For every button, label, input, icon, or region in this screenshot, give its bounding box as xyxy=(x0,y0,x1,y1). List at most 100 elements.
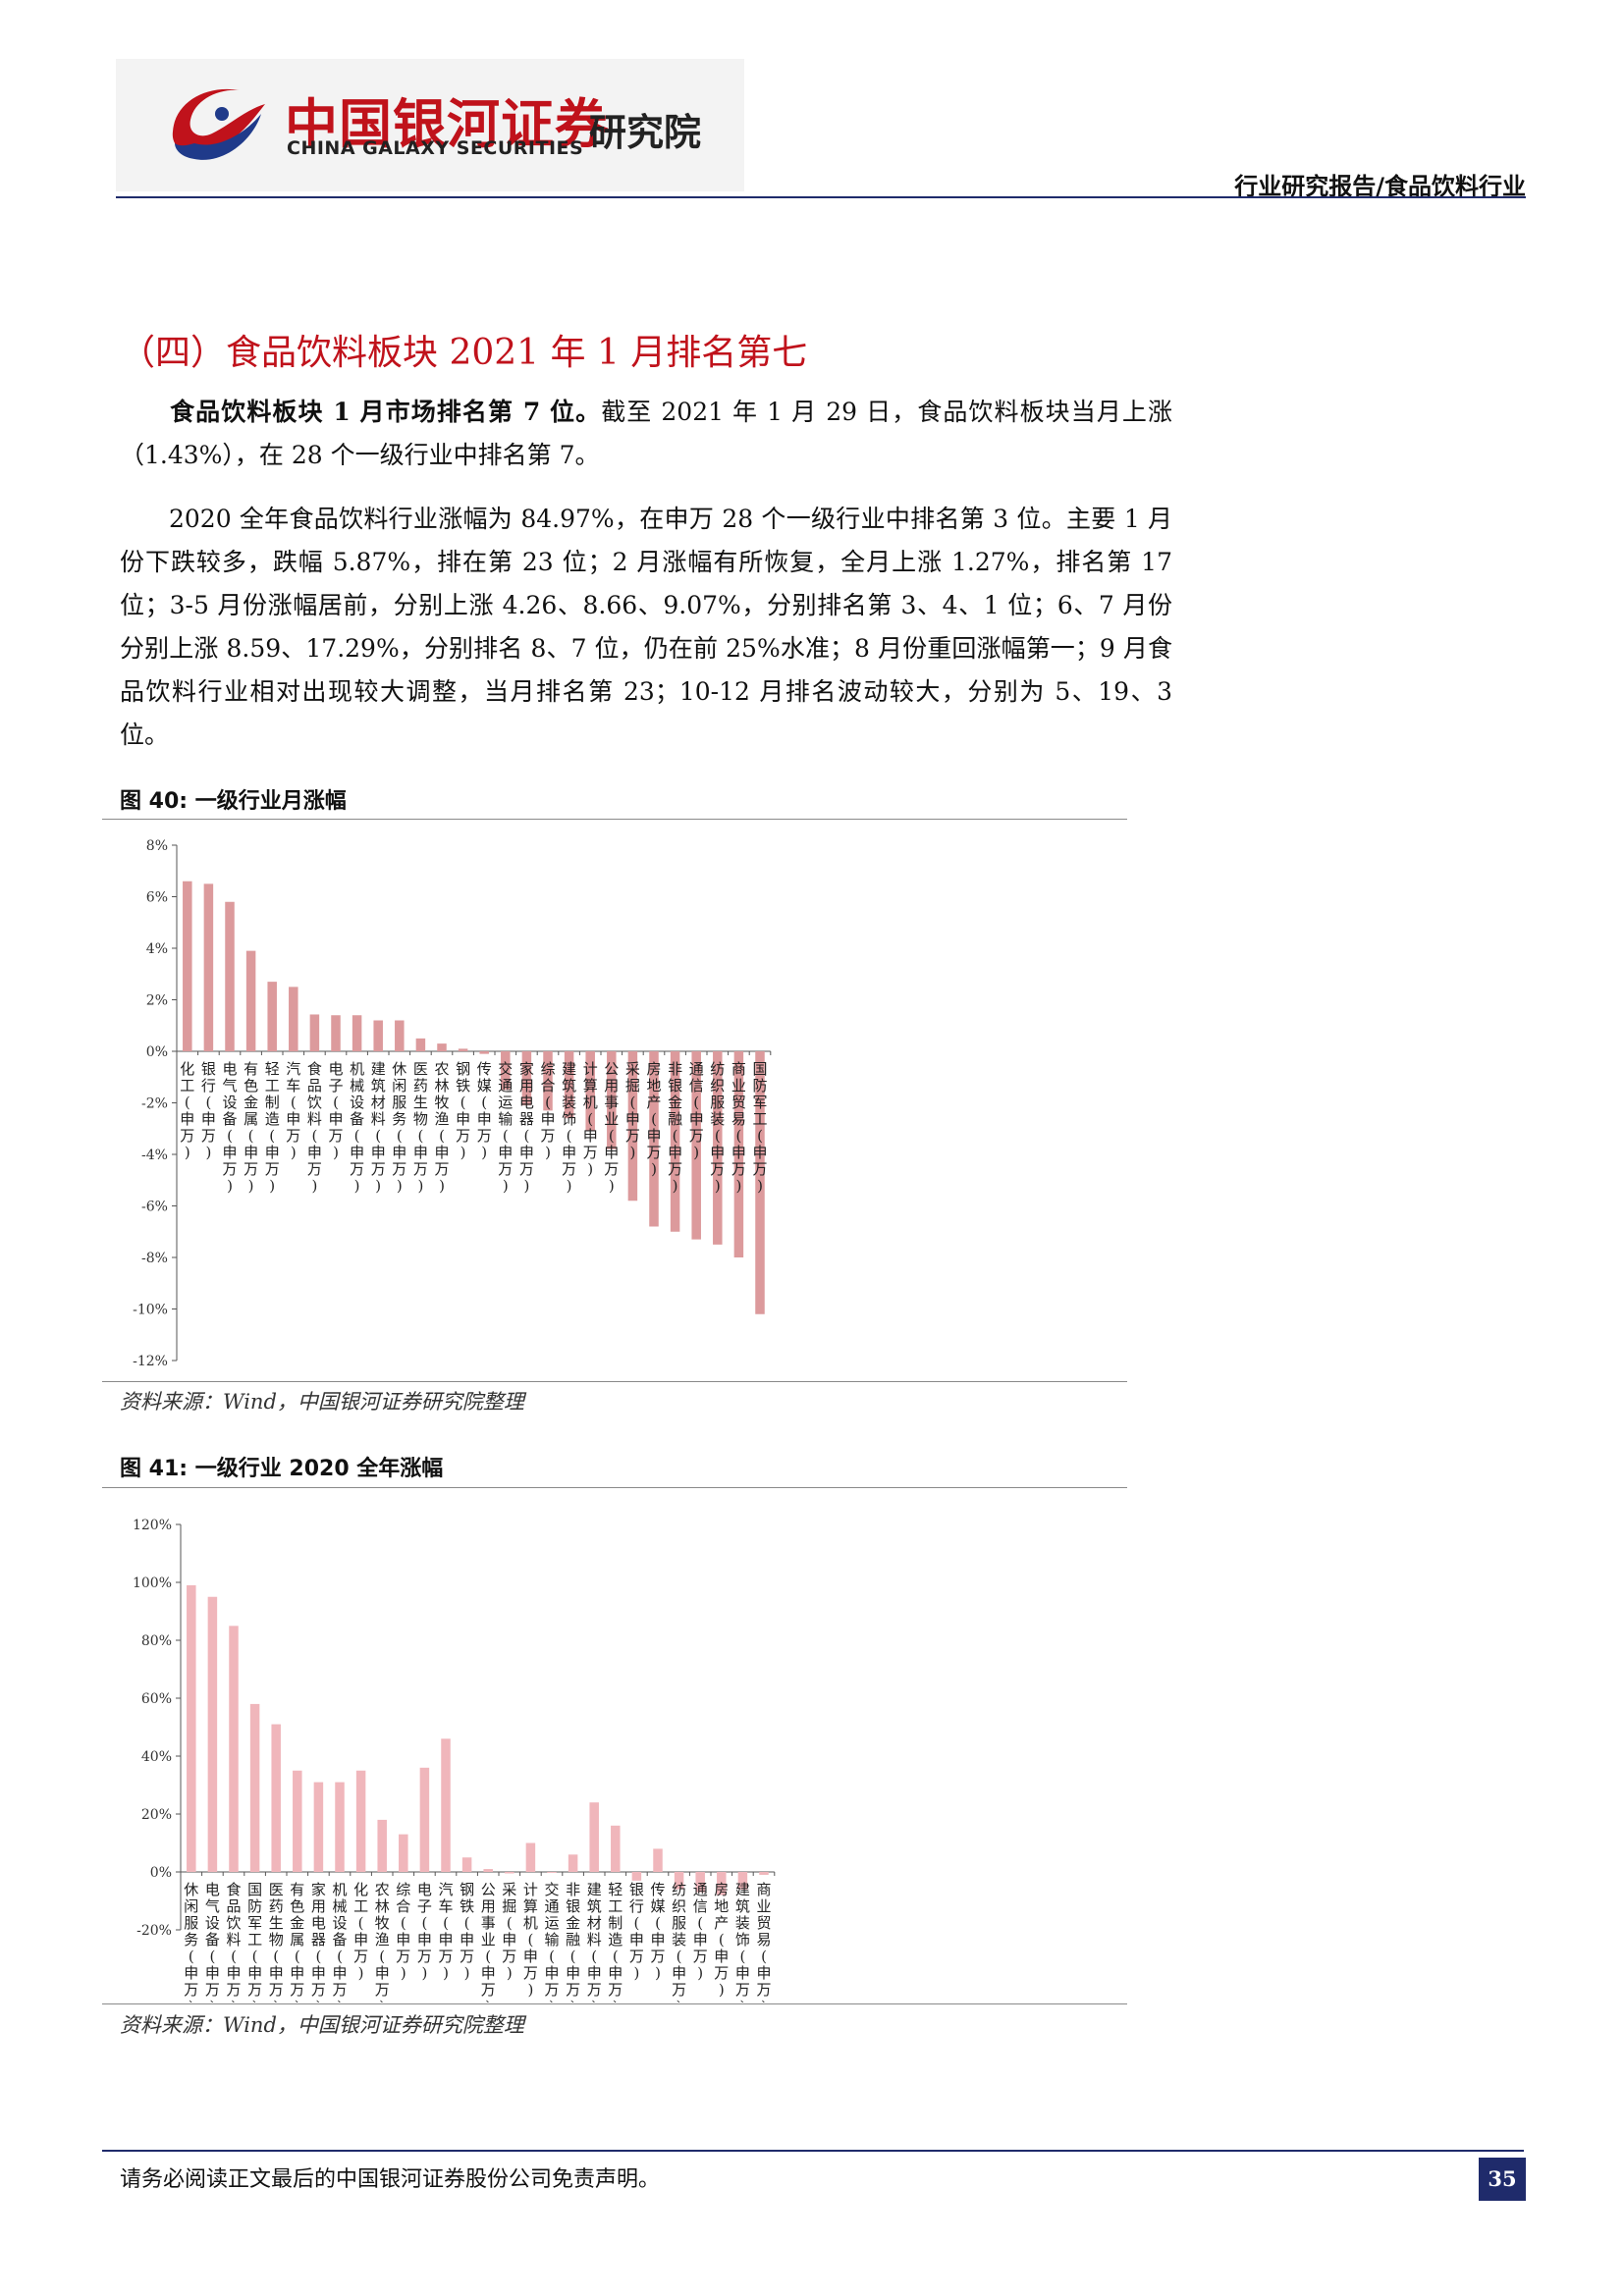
x-tick-label: 房地产(申万) xyxy=(714,1881,729,1999)
x-tick-label: 传媒(申万) xyxy=(477,1060,492,1161)
bar xyxy=(331,1015,341,1051)
logo-background xyxy=(116,59,744,191)
header-divider xyxy=(116,196,1526,198)
y-tick-label: -12% xyxy=(133,1354,168,1369)
x-tick-label: 非银金融(申万) xyxy=(668,1060,682,1195)
bar xyxy=(313,1782,324,1872)
x-tick-label: 综合(申万) xyxy=(540,1060,555,1161)
bar xyxy=(399,1834,408,1872)
y-tick-label: 6% xyxy=(146,890,168,906)
bar xyxy=(585,1051,595,1132)
figure-bottom-rule xyxy=(102,1381,1127,1382)
x-tick-label: 钢铁(申万) xyxy=(456,1060,470,1161)
page-number: 35 xyxy=(1479,2158,1526,2201)
y-tick-label: 20% xyxy=(141,1807,172,1823)
bar xyxy=(564,1051,574,1119)
figure-bottom-rule xyxy=(102,2003,1127,2004)
annual-return-chart: 120% 100% 80% 60% 40% 20% 0% -20% 休闲服务(申万) 电气设备(申… xyxy=(133,1518,776,2002)
x-tick-label: 计算机(申万) xyxy=(523,1881,538,1999)
bar xyxy=(649,1051,659,1227)
x-tick-label: 钢铁(申万) xyxy=(460,1881,474,1982)
x-tick-label: 纺织服装(申万) xyxy=(672,1881,686,2002)
logo-company-name-en: CHINA GALAXY SECURITIES xyxy=(287,137,584,159)
y-tick-label: 80% xyxy=(141,1633,172,1649)
galaxy-logo-icon xyxy=(172,88,265,160)
y-tick-label: -6% xyxy=(141,1200,168,1215)
x-tick-label: 休闲服务(申万) xyxy=(184,1881,198,2002)
bar xyxy=(309,1014,320,1051)
x-tick-label: 轻工制造(申万) xyxy=(608,1881,623,2002)
bar xyxy=(691,1051,701,1240)
x-tick-label: 银行(申万) xyxy=(629,1881,644,1982)
y-tick-label: -8% xyxy=(141,1251,168,1266)
y-tick-label: 100% xyxy=(133,1575,172,1591)
y-tick-label: 2% xyxy=(146,993,168,1009)
x-tick-label: 电子(申万) xyxy=(328,1060,343,1161)
x-tick-label: 非银金融(申万) xyxy=(566,1881,580,2002)
bar xyxy=(415,1038,426,1051)
bar xyxy=(293,1770,302,1872)
bar xyxy=(627,1051,638,1201)
footer-divider xyxy=(102,2150,1524,2152)
y-tick-label: 120% xyxy=(133,1518,172,1533)
figure-top-rule xyxy=(102,1487,1127,1488)
bar xyxy=(225,901,235,1051)
x-tick-label: 汽车(申万) xyxy=(438,1881,453,1982)
x-tick-label: 机械设备(申万) xyxy=(332,1881,347,2002)
bar xyxy=(483,1869,493,1872)
x-tick-label: 公用事业(申万) xyxy=(481,1881,496,2002)
x-tick-label: 建筑装饰(申万) xyxy=(562,1060,576,1195)
x-tick-label: 采掘(申万) xyxy=(625,1060,640,1161)
x-tick-label: 商业贸易(申万) xyxy=(731,1060,746,1195)
x-tick-label: 交通运输(申万) xyxy=(544,1881,559,2002)
x-tick-label: 有色金属(申万) xyxy=(290,1881,304,2002)
y-tick-label: 0% xyxy=(146,1044,168,1060)
bar xyxy=(267,982,277,1051)
bar xyxy=(607,1051,617,1149)
bar xyxy=(755,1051,765,1314)
x-tick-label: 建筑装饰(申万) xyxy=(735,1881,750,2002)
x-tick-label: 建筑材料(申万) xyxy=(587,1881,602,2002)
bar xyxy=(501,1051,511,1091)
bar xyxy=(458,1048,468,1051)
x-tick-label: 食品饮料(申万) xyxy=(226,1881,241,2002)
y-tick-label: -20% xyxy=(136,1923,172,1939)
bar xyxy=(505,1872,514,1874)
bar xyxy=(670,1051,680,1232)
x-tick-label: 有色金属(申万) xyxy=(244,1060,258,1195)
bar xyxy=(674,1872,684,1890)
y-tick-label: 0% xyxy=(150,1865,172,1881)
x-tick-label: 房地产(申万) xyxy=(646,1060,661,1178)
y-tick-label: 60% xyxy=(141,1691,172,1707)
x-tick-label: 建筑材料(申万) xyxy=(371,1060,386,1195)
section-title: （四）食品饮料板块 2021 年 1 月排名第七 xyxy=(120,333,808,373)
x-tick-label: 医药生物(申万) xyxy=(269,1881,284,2002)
x-tick-label: 国防军工(申万) xyxy=(752,1060,767,1195)
x-tick-label: 交通运输(申万) xyxy=(498,1060,513,1195)
bar xyxy=(461,1857,472,1872)
x-tick-label: 化工(申万) xyxy=(180,1060,194,1161)
bar xyxy=(289,987,298,1051)
bar xyxy=(611,1825,621,1872)
bar xyxy=(183,881,192,1051)
bar xyxy=(713,1051,723,1245)
bar xyxy=(631,1872,642,1881)
figure-title: 图 41: 一级行业 2020 全年涨幅 xyxy=(120,1457,444,1481)
bar xyxy=(352,1015,362,1051)
y-tick-label: -2% xyxy=(141,1096,168,1112)
bar xyxy=(207,1596,218,1872)
y-tick-label: 8% xyxy=(146,838,168,854)
bar xyxy=(733,1051,744,1257)
y-tick-label: -4% xyxy=(141,1148,168,1163)
bar xyxy=(543,1051,553,1111)
x-tick-label: 传媒(申万) xyxy=(650,1881,665,1982)
bar xyxy=(547,1872,557,1873)
footer-disclaimer: 请务必阅读正文最后的中国银河证券股份公司免责声明。 xyxy=(120,2167,661,2192)
bar xyxy=(437,1043,447,1051)
report-type-label: 行业研究报告/食品饮料行业 xyxy=(1234,173,1526,200)
x-tick-label: 公用事业(申万) xyxy=(604,1060,619,1195)
x-tick-label: 综合(申万) xyxy=(396,1881,410,1982)
bar xyxy=(759,1872,769,1875)
bar xyxy=(717,1872,727,1896)
paragraph-lead-bold: 食品饮料板块 1 月市场排名第 7 位。 xyxy=(169,398,602,426)
